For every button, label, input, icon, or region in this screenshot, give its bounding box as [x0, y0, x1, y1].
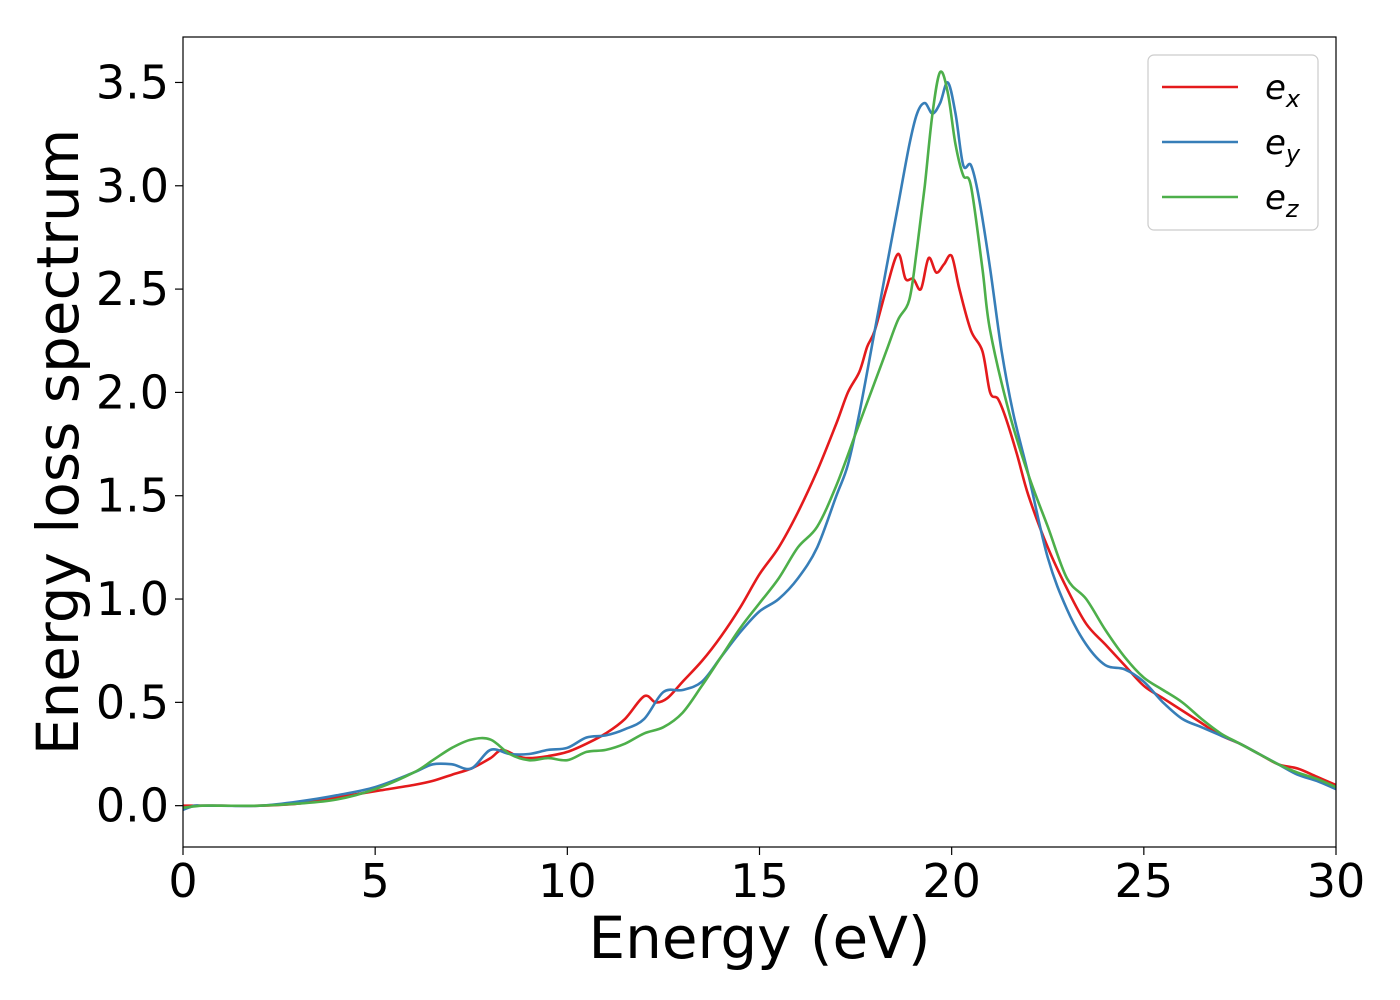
series-line-x — [183, 252, 1336, 808]
y-tick-label: 2.0 — [96, 365, 169, 419]
x-tick-label: 0 — [168, 854, 197, 908]
x-tick-label: 15 — [730, 854, 789, 908]
x-tick-label: 5 — [361, 854, 390, 908]
series-line-z — [183, 70, 1336, 809]
y-axis-label: Energy loss spectrum — [24, 129, 92, 755]
x-tick-label: 30 — [1307, 854, 1366, 908]
series-layer — [183, 70, 1336, 812]
y-tick-label: 1.5 — [96, 469, 169, 523]
x-tick-label: 25 — [1115, 854, 1174, 908]
x-axis-label: Energy (eV) — [588, 904, 930, 972]
x-axis-ticks: 0 5 10 15 20 25 30 — [168, 847, 1365, 908]
series-line-y — [183, 81, 1336, 812]
x-tick-label: 10 — [538, 854, 597, 908]
y-tick-label: 0.0 — [96, 779, 169, 833]
y-tick-label: 3.0 — [96, 159, 169, 213]
y-axis-ticks: 0.0 0.5 1.0 1.5 2.0 2.5 3.0 3.5 — [96, 55, 183, 833]
x-tick-label: 20 — [922, 854, 981, 908]
y-tick-label: 3.5 — [96, 55, 169, 109]
y-tick-label: 2.5 — [96, 262, 169, 316]
y-tick-label: 0.5 — [96, 675, 169, 729]
y-tick-label: 1.0 — [96, 572, 169, 626]
